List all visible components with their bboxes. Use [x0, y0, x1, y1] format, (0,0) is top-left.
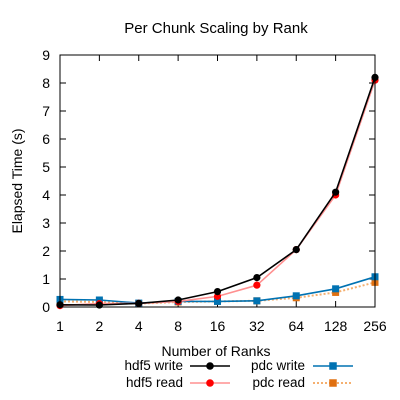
y-tick-label: 8: [42, 75, 50, 91]
legend-label-pdc-write: pdc write: [251, 358, 305, 373]
y-tick-label: 9: [42, 47, 50, 63]
chart-title: Per Chunk Scaling by Rank: [124, 20, 308, 37]
legend-marker-hdf5-read: [206, 379, 214, 387]
data-point-pdc-read: [332, 288, 340, 296]
x-tick-label: 16: [210, 318, 226, 334]
data-point-pdc-write: [332, 285, 340, 293]
data-point-pdc-write: [214, 297, 221, 305]
legend-label-pdc-read: pdc read: [252, 375, 305, 390]
data-point-hdf5-write: [95, 301, 103, 309]
data-point-hdf5-write: [213, 288, 222, 296]
plot-frame: [59, 54, 376, 308]
legend-label-hdf5-read: hdf5 read: [126, 375, 183, 390]
y-axis-label: Elapsed Time (s): [9, 128, 25, 233]
y-tick-label: 5: [42, 159, 50, 175]
y-tick-label: 1: [42, 271, 50, 287]
y-axis-ticks: 0 1 2 3 4 5 6 7 8 9: [42, 47, 375, 315]
data-point-hdf5-write: [332, 188, 340, 196]
legend-label-hdf5-write: hdf5 write: [124, 358, 183, 373]
legend-marker-hdf5-write: [206, 362, 214, 370]
x-tick-label: 2: [95, 318, 103, 334]
y-tick-label: 4: [42, 187, 50, 203]
x-axis-label: Number of Ranks: [162, 343, 271, 359]
y-tick-label: 7: [42, 103, 50, 119]
y-tick-label: 2: [42, 243, 50, 259]
legend: hdf5 write hdf5 read pdc write pdc read: [124, 358, 353, 390]
data-point-hdf5-read: [253, 281, 261, 289]
x-tick-label: 1: [56, 318, 64, 334]
y-tick-label: 6: [42, 131, 50, 147]
data-point-hdf5-write: [253, 274, 261, 282]
x-tick-label: 256: [363, 318, 387, 334]
data-point-pdc-write: [292, 292, 300, 300]
plot-series: [56, 73, 379, 310]
data-point-pdc-write: [95, 296, 103, 304]
x-tick-label: 4: [135, 318, 143, 334]
series-line-hdf5-write: [59, 77, 376, 306]
series-line-hdf5-read: [59, 79, 376, 307]
series-hdf5-read: [56, 76, 379, 310]
series-hdf5-write: [56, 73, 379, 309]
data-point-pdc-write: [253, 297, 261, 305]
x-tick-label: 8: [174, 318, 182, 334]
x-tick-label: 64: [288, 318, 304, 334]
legend-marker-pdc-write: [329, 362, 337, 370]
data-point-hdf5-write: [292, 246, 300, 254]
x-tick-label: 32: [249, 318, 265, 334]
data-point-hdf5-write: [174, 296, 182, 304]
y-tick-label: 0: [42, 299, 50, 315]
data-point-hdf5-write: [135, 299, 143, 307]
x-tick-label: 128: [324, 318, 348, 334]
legend-marker-pdc-read: [329, 379, 337, 387]
y-tick-label: 3: [42, 215, 50, 231]
